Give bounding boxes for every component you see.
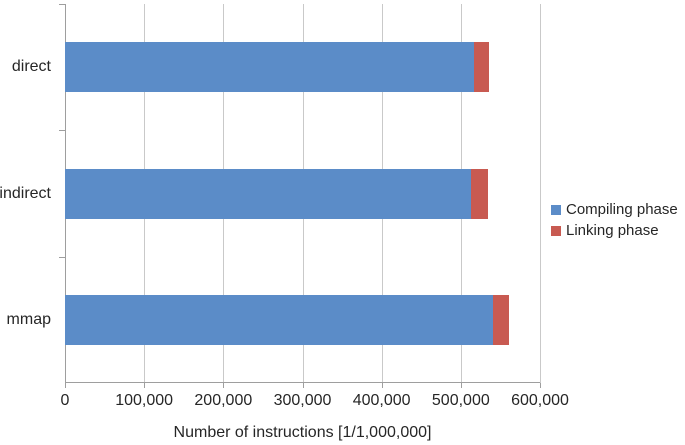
x-axis-tick-label: 600,000 — [511, 392, 569, 409]
gridline — [540, 4, 541, 383]
legend-item-linking-phase: Linking phase — [551, 222, 678, 239]
bar-segment-compiling-indirect — [65, 168, 472, 219]
category-label-mmap: mmap — [6, 310, 51, 328]
x-axis-tick — [381, 383, 383, 388]
category-label-direct: direct — [11, 58, 51, 76]
bar-segment-compiling-mmap — [65, 294, 493, 345]
y-axis-category-labels: direct indirect mmap — [0, 0, 51, 383]
x-axis-title: Number of instructions [1/1,000,000] — [173, 424, 432, 441]
x-axis-tick — [144, 383, 146, 388]
x-axis-tick-label: 400,000 — [352, 392, 411, 409]
x-axis-tick — [223, 383, 225, 388]
x-axis-tick-label: 200,000 — [194, 392, 253, 409]
compiling-phase-swatch-icon — [551, 204, 561, 215]
bar-segment-linking-indirect — [471, 168, 488, 219]
x-axis-tick — [65, 383, 66, 388]
bar-segment-linking-direct — [473, 42, 490, 93]
legend-label-linking-phase: Linking phase — [566, 222, 659, 239]
y-axis-tick — [59, 256, 65, 258]
plot-area — [59, 4, 541, 388]
bar-segment-linking-mmap — [492, 294, 510, 345]
x-axis-tick — [302, 383, 304, 388]
x-axis-tick-label: 100,000 — [115, 392, 174, 409]
y-axis-tick — [59, 130, 65, 132]
x-axis-tick-label: 300,000 — [273, 392, 332, 409]
legend-label-compiling-phase: Compiling phase — [566, 201, 678, 218]
category-label-indirect: indirect — [0, 184, 51, 202]
x-axis-tick — [540, 383, 541, 388]
x-axis-line — [65, 382, 540, 383]
bar-segment-compiling-direct — [65, 42, 474, 93]
y-axis-tick — [59, 4, 65, 5]
legend: Compiling phase Linking phase — [551, 201, 678, 239]
x-axis-tick-label: 0 — [60, 392, 70, 409]
legend-item-compiling-phase: Compiling phase — [551, 201, 678, 218]
x-axis-tick — [460, 383, 462, 388]
linking-phase-swatch-icon — [551, 225, 561, 236]
x-axis-tick-label: 500,000 — [431, 392, 490, 409]
